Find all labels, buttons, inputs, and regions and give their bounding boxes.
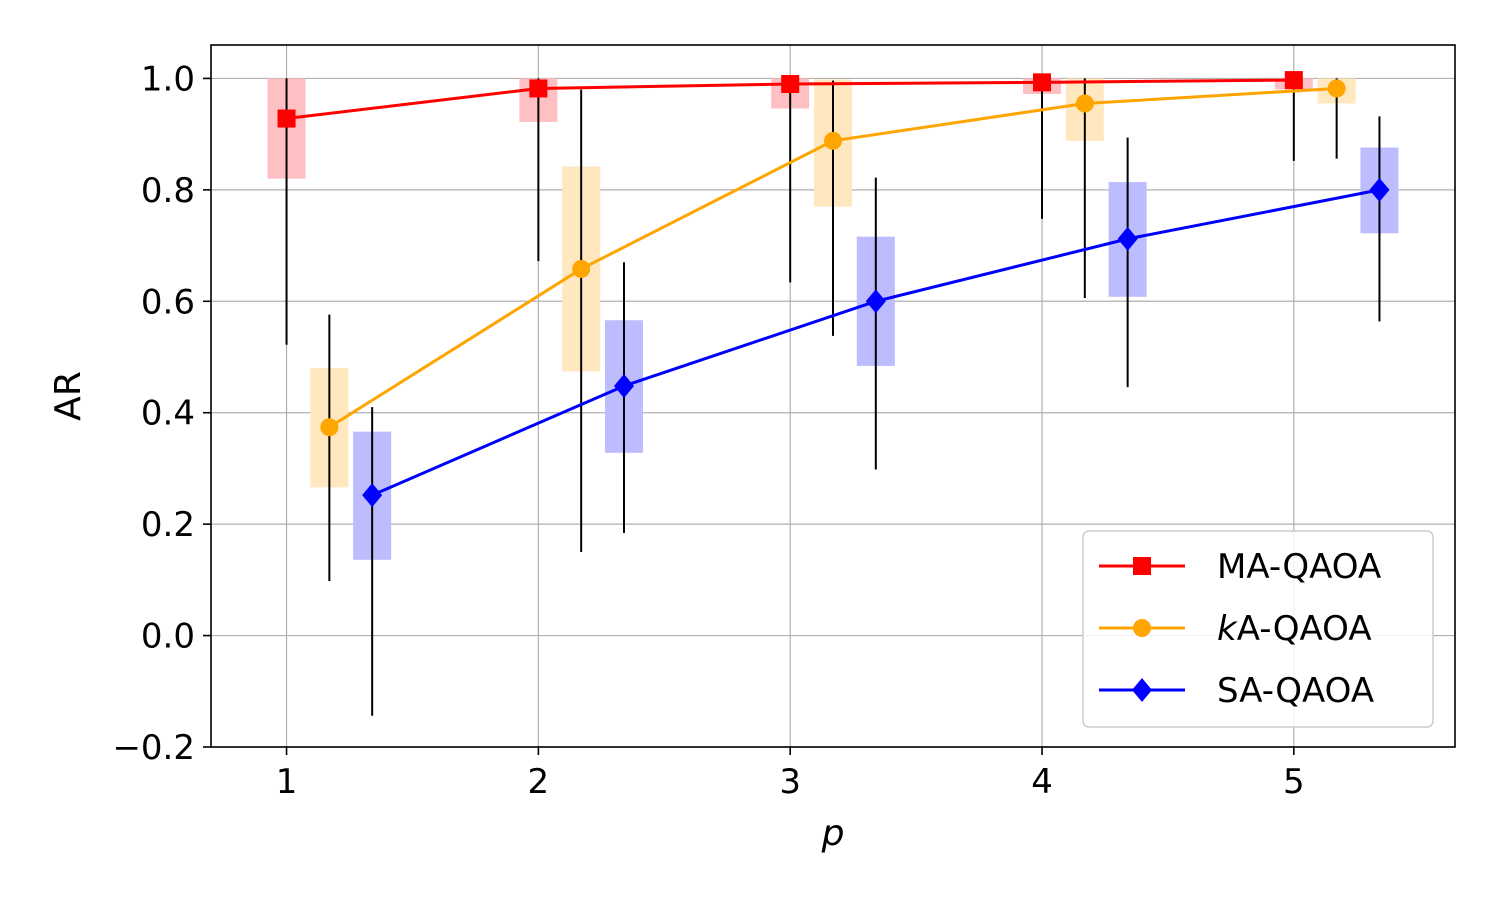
x-tick-label: 3 xyxy=(779,762,801,802)
sa-qaoa-marker xyxy=(362,483,383,508)
ma-qaoa-marker xyxy=(1284,71,1303,90)
ka-qaoa-legend-marker xyxy=(1133,619,1151,637)
ka-qaoa-marker xyxy=(1075,94,1094,113)
sa-qaoa-marker xyxy=(613,373,634,398)
legend-box xyxy=(1082,530,1434,728)
sa-qaoa-marker xyxy=(1369,177,1390,202)
ma-qaoa-marker xyxy=(529,79,548,98)
x-axis-label: p xyxy=(821,813,845,854)
series-markers xyxy=(277,71,1390,508)
axis-ticks: 1 2 3 4 5 −0.2 0.0 0.2 0.4 0.6 0.8 1.0 xyxy=(112,59,1304,802)
sa-qaoa-legend-label: SA-QAOA xyxy=(1217,671,1374,711)
sa-qaoa-marker xyxy=(1117,226,1138,251)
ma-qaoa-marker xyxy=(781,75,800,93)
ma-qaoa-marker xyxy=(277,109,296,128)
x-tick-label: 1 xyxy=(276,762,298,802)
y-tick-label: 0.2 xyxy=(141,505,195,545)
x-tick-label: 2 xyxy=(528,762,550,802)
ma-qaoa-marker xyxy=(1033,73,1052,92)
sa-qaoa-legend-marker xyxy=(1132,678,1152,702)
y-tick-label: 0.6 xyxy=(141,282,195,322)
x-tick-label: 4 xyxy=(1031,762,1053,802)
y-tick-label: 0.4 xyxy=(141,394,195,434)
y-tick-label: 1.0 xyxy=(141,59,195,99)
y-axis-label: AR xyxy=(48,371,89,421)
y-tick-label: 0.8 xyxy=(141,171,195,211)
ka-qaoa-marker xyxy=(824,131,842,150)
ma-qaoa-legend-label: MA-QAOA xyxy=(1217,547,1381,587)
plot-frame xyxy=(210,44,1456,748)
ka-qaoa-marker xyxy=(1327,79,1346,98)
ma-qaoa-legend-marker xyxy=(1133,557,1151,575)
error-whiskers xyxy=(285,78,1381,716)
y-tick-label: −0.2 xyxy=(112,728,195,768)
legend: MA-QAOA kA-QAOA SA-QAOA xyxy=(1082,530,1434,728)
y-tick-label: 0.0 xyxy=(141,617,195,657)
x-tick-label: 5 xyxy=(1283,762,1305,802)
ka-qaoa-marker xyxy=(320,418,339,437)
sa-qaoa-marker xyxy=(865,289,886,314)
ka-qaoa-legend-label: kA-QAOA xyxy=(1217,609,1372,649)
ka-qaoa-marker xyxy=(572,259,591,278)
